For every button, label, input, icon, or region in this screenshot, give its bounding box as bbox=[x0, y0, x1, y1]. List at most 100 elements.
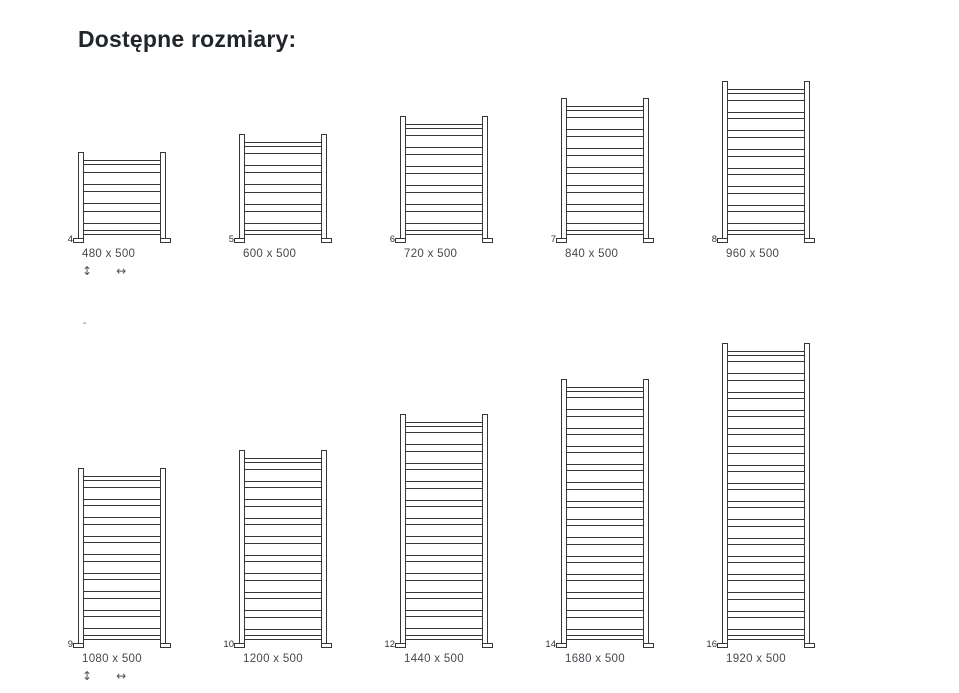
size-row-small: 4 480 x 500 ↕ ↔ 5 600 x 500 6 720 x 500 7 840 x 5… bbox=[68, 81, 883, 279]
radiator-rung bbox=[566, 415, 644, 429]
radiator-foot-right bbox=[804, 643, 815, 648]
radiator-rungs bbox=[83, 481, 161, 635]
radiator-rung bbox=[83, 560, 161, 574]
radiator-size-cell: 16 1920 x 500 bbox=[706, 343, 883, 684]
bar-count-label: 7 bbox=[550, 234, 556, 245]
radiator-foot-right bbox=[643, 238, 654, 243]
radiator-diagram: 9 bbox=[68, 468, 171, 650]
radiator-rung bbox=[405, 487, 483, 501]
radiator-rung bbox=[727, 155, 805, 169]
radiator-foot-left bbox=[73, 643, 84, 648]
radiator-size-cell: 6 720 x 500 bbox=[390, 116, 561, 279]
radiator-rung bbox=[566, 598, 644, 612]
radiator-rung bbox=[566, 433, 644, 447]
radiator-rung bbox=[244, 505, 322, 519]
dimension-icons: ↕ ↔ bbox=[82, 264, 126, 279]
radiator-rung bbox=[727, 434, 805, 448]
size-label: 1200 x 500 bbox=[243, 653, 303, 665]
radiator-foot-right bbox=[482, 238, 493, 243]
bar-count-label: 5 bbox=[228, 234, 234, 245]
radiator-foot-right bbox=[482, 643, 493, 648]
height-arrow-icon: ↕ bbox=[82, 264, 93, 278]
radiator-rung bbox=[405, 135, 483, 148]
bottom-collector-pipe bbox=[405, 230, 483, 235]
bottom-collector-pipe bbox=[566, 230, 644, 235]
radiator-foot-right bbox=[160, 643, 171, 648]
size-label: 960 x 500 bbox=[726, 248, 780, 260]
radiator-diagram: 6 bbox=[390, 116, 493, 245]
stray-dash-mark: - bbox=[83, 318, 87, 329]
radiator-foot-left bbox=[395, 643, 406, 648]
radiator-rung bbox=[83, 579, 161, 593]
radiator-diagram: 12 bbox=[384, 414, 493, 650]
radiator-foot-left bbox=[234, 643, 245, 648]
radiator-size-cell: 4 480 x 500 ↕ ↔ bbox=[68, 152, 239, 279]
size-row-large: 9 1080 x 500 ↕ ↔ 10 1200 x 500 12 1440 x 500 14 1… bbox=[68, 343, 883, 684]
radiator-diagram: 14 bbox=[545, 379, 654, 650]
size-label: 1080 x 500 bbox=[82, 653, 142, 665]
radiator-size-cell: 14 1680 x 500 bbox=[545, 379, 722, 684]
radiator-rung bbox=[566, 616, 644, 630]
bar-count-label: 12 bbox=[384, 639, 395, 650]
bottom-collector-pipe bbox=[83, 635, 161, 640]
radiator-rung bbox=[727, 580, 805, 594]
top-collector-pipe bbox=[244, 458, 322, 463]
size-label: 720 x 500 bbox=[404, 248, 458, 260]
radiator-rung bbox=[727, 379, 805, 393]
radiator-rung bbox=[244, 191, 322, 205]
top-collector-pipe bbox=[83, 476, 161, 481]
radiator-rung bbox=[727, 174, 805, 188]
radiator-foot-left bbox=[556, 643, 567, 648]
radiator-rung bbox=[566, 488, 644, 502]
radiator-rung bbox=[405, 598, 483, 612]
radiator-rung bbox=[244, 153, 322, 167]
radiator-size-cell: 10 1200 x 500 bbox=[223, 450, 400, 684]
height-arrow-icon: ↕ bbox=[82, 669, 93, 683]
radiator-rung bbox=[83, 523, 161, 537]
top-collector-pipe bbox=[405, 124, 483, 129]
radiator-rung bbox=[83, 542, 161, 556]
radiator-diagram: 8 bbox=[712, 81, 815, 245]
top-collector-pipe bbox=[727, 89, 805, 94]
radiator-size-cell: 9 1080 x 500 ↕ ↔ bbox=[68, 468, 239, 684]
radiator-foot-right bbox=[804, 238, 815, 243]
radiator-rung bbox=[566, 397, 644, 411]
radiator-rung bbox=[83, 171, 161, 185]
radiator-rung bbox=[244, 487, 322, 500]
bottom-collector-pipe bbox=[566, 635, 644, 640]
top-collector-pipe bbox=[727, 351, 805, 356]
top-collector-pipe bbox=[83, 160, 161, 165]
radiator-rung bbox=[405, 524, 483, 538]
dimension-icons: ↕ ↔ bbox=[82, 669, 126, 684]
radiator-foot-left bbox=[73, 238, 84, 243]
radiator-rung bbox=[244, 172, 322, 186]
radiator-rung bbox=[405, 579, 483, 593]
bar-count-label: 8 bbox=[711, 234, 717, 245]
radiator-foot-right bbox=[160, 238, 171, 243]
radiator-rung bbox=[566, 173, 644, 187]
radiator-rung bbox=[727, 397, 805, 411]
radiator-foot-left bbox=[717, 238, 728, 243]
radiator-rung bbox=[727, 525, 805, 539]
radiator-rung bbox=[566, 154, 644, 168]
radiator-rung bbox=[566, 506, 644, 520]
radiator-rung bbox=[244, 598, 322, 611]
radiator-rung bbox=[405, 450, 483, 464]
radiator-rung bbox=[83, 616, 161, 630]
radiator-size-cell: 8 960 x 500 bbox=[712, 81, 883, 279]
bottom-collector-pipe bbox=[405, 635, 483, 640]
radiator-diagram: 7 bbox=[551, 98, 654, 245]
radiator-rung bbox=[405, 561, 483, 575]
radiator-foot-right bbox=[321, 643, 332, 648]
radiator-rung bbox=[727, 452, 805, 466]
size-label: 600 x 500 bbox=[243, 248, 297, 260]
radiator-rung bbox=[727, 616, 805, 630]
radiator-rung bbox=[566, 116, 644, 130]
bar-count-label: 4 bbox=[67, 234, 73, 245]
size-label: 1440 x 500 bbox=[404, 653, 464, 665]
size-label: 840 x 500 bbox=[565, 248, 619, 260]
radiator-rung bbox=[405, 432, 483, 446]
radiator-rung bbox=[83, 505, 161, 519]
bottom-collector-pipe bbox=[727, 230, 805, 235]
